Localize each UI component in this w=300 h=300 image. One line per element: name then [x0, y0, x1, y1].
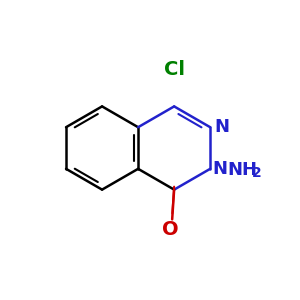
Text: N: N — [213, 160, 228, 178]
Text: N: N — [214, 118, 230, 136]
Text: O: O — [162, 220, 178, 239]
Text: NH: NH — [227, 161, 257, 179]
Text: Cl: Cl — [164, 60, 184, 79]
Text: 2: 2 — [252, 166, 262, 180]
